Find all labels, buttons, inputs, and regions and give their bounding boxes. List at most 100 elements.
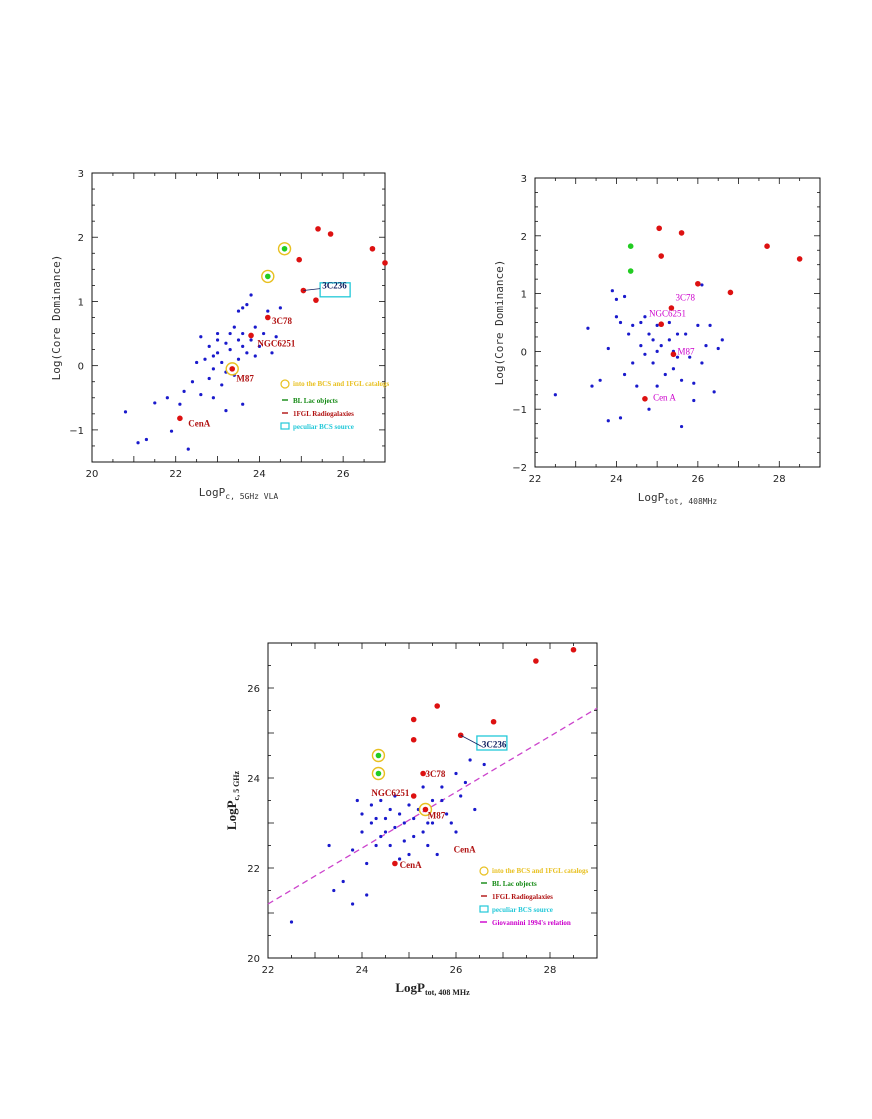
- data-point-blue: [435, 852, 439, 857]
- annotation-label: 3C236: [482, 739, 507, 749]
- data-point-blue: [236, 357, 241, 361]
- data-point-blue: [215, 331, 220, 336]
- data-point-blue: [360, 830, 364, 834]
- giovannini-relation-line: [267, 707, 598, 905]
- data-point-blue: [393, 794, 397, 798]
- data-point-blue: [679, 378, 684, 382]
- data-point-blue: [393, 825, 397, 830]
- data-point-blue: [182, 389, 186, 393]
- y-tick-label: 3: [78, 169, 84, 180]
- data-point-blue: [241, 306, 245, 310]
- data-point-blue: [236, 309, 241, 313]
- data-point-blue: [708, 323, 712, 327]
- chart-1: 20 22 24 26 −1 0 1 2 3 LogPc, 5GHz VLA Log(Core Do…: [50, 169, 390, 501]
- marker-yellow-circle: [371, 748, 386, 763]
- data-point-blue: [199, 392, 203, 397]
- legend-marker-box: [479, 905, 489, 913]
- data-point-blue: [430, 821, 435, 825]
- x-tick-label: 24: [610, 474, 623, 485]
- data-point-blue: [398, 857, 402, 861]
- data-point-red: [410, 716, 417, 723]
- annotation-label: M87: [428, 811, 446, 821]
- marker-yellow-circle: [261, 269, 275, 284]
- data-point-green: [375, 770, 382, 777]
- data-point-blue: [253, 325, 257, 329]
- data-point-green: [627, 268, 634, 274]
- x-tick-label: 22: [262, 965, 275, 976]
- data-point-red: [422, 806, 429, 813]
- y-tick-label: 2: [521, 232, 527, 243]
- data-point-blue: [440, 798, 444, 803]
- data-point-blue: [203, 357, 207, 361]
- x-axis-label: LogPtot, 408MHz: [638, 491, 718, 506]
- x-tick-label: 22: [169, 469, 182, 480]
- marker-cyan-box: [319, 282, 351, 298]
- data-point-blue: [606, 346, 610, 351]
- data-point-red: [229, 366, 236, 372]
- y-tick-label: 22: [247, 864, 260, 875]
- data-point-blue: [598, 378, 602, 382]
- plot-frame: [91, 172, 386, 463]
- y-tick-label: 2: [78, 233, 84, 244]
- data-point-blue: [228, 348, 232, 352]
- data-point-blue: [614, 297, 619, 301]
- y-tick-label: −1: [69, 426, 84, 437]
- x-tick-label: 24: [253, 469, 266, 480]
- data-point-blue: [211, 367, 215, 371]
- data-point-blue: [716, 346, 720, 351]
- marker-yellow-circle: [277, 242, 292, 256]
- data-point-blue: [232, 325, 236, 329]
- data-point-red: [533, 658, 539, 664]
- data-point-blue: [696, 323, 700, 327]
- data-point-blue: [249, 293, 253, 297]
- data-point-red: [434, 703, 441, 709]
- annotation-label: CenA: [188, 419, 210, 429]
- data-point-green: [265, 273, 271, 280]
- data-point-blue: [186, 447, 190, 451]
- y-tick-label: 0: [521, 347, 527, 358]
- data-point-blue: [643, 315, 647, 319]
- data-point-blue: [199, 335, 203, 339]
- data-point-blue: [440, 785, 444, 789]
- data-point-blue: [245, 351, 249, 355]
- data-point-blue: [655, 323, 659, 327]
- legend-entry: into the BCS and 1FGL catalogs: [492, 867, 589, 875]
- data-point-blue: [388, 843, 392, 848]
- data-point-blue: [379, 798, 383, 803]
- annotation-label: NGC6251: [371, 788, 409, 798]
- data-point-blue: [700, 283, 704, 287]
- data-point-blue: [257, 344, 262, 348]
- data-point-blue: [643, 352, 647, 356]
- x-axis-label: LogPc, 5GHz VLA: [199, 486, 279, 501]
- annotation-label: 3C236: [322, 281, 347, 291]
- x-tick-label: 28: [544, 965, 557, 976]
- legend-marker-box: [280, 422, 290, 430]
- data-point-red: [382, 260, 388, 266]
- data-point-blue: [606, 419, 610, 423]
- data-point-red: [678, 230, 685, 236]
- data-point-red: [315, 226, 321, 232]
- x-tick-label: 26: [691, 474, 704, 485]
- marker-yellow-circle: [418, 802, 433, 817]
- data-point-red: [420, 770, 426, 777]
- data-point-red: [570, 646, 577, 653]
- data-point-blue: [262, 331, 266, 336]
- data-point-red: [177, 415, 183, 422]
- marker-yellow-circle: [371, 766, 386, 781]
- data-point-red: [265, 314, 271, 321]
- data-point-blue: [675, 355, 680, 359]
- data-point-blue: [639, 320, 643, 325]
- data-point-red: [670, 351, 677, 358]
- data-point-blue: [454, 771, 458, 776]
- x-tick-label: 26: [337, 469, 350, 480]
- data-point-red: [727, 289, 734, 296]
- data-point-blue: [692, 381, 696, 385]
- data-point-blue: [473, 807, 477, 812]
- data-point-blue: [407, 852, 411, 857]
- data-point-blue: [136, 441, 140, 445]
- data-point-blue: [360, 812, 364, 816]
- data-point-blue: [374, 816, 378, 821]
- data-point-blue: [289, 920, 294, 924]
- data-point-blue: [388, 807, 392, 812]
